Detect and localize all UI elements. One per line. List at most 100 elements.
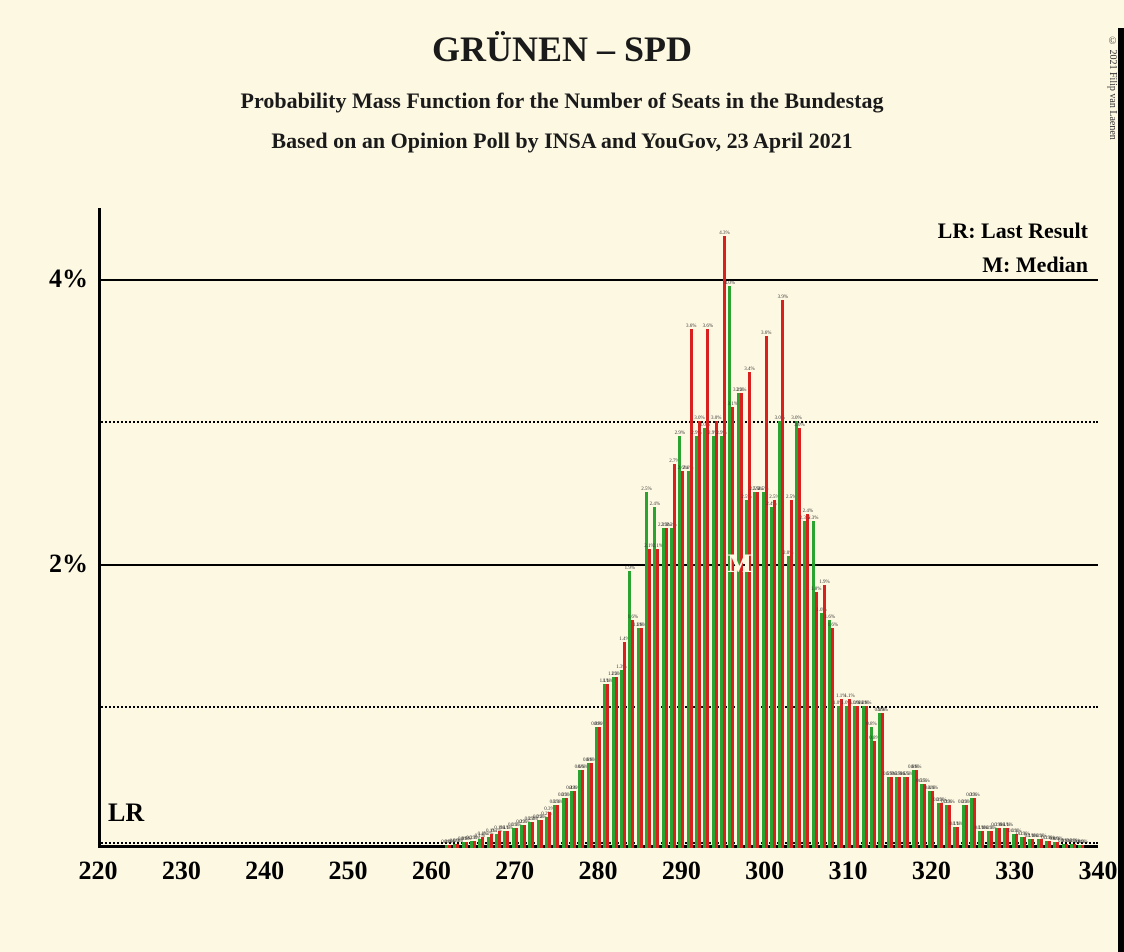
x-tick-label: 310	[829, 856, 868, 886]
lr-marker: LR	[108, 798, 144, 828]
bar-red: 3.2%	[740, 393, 743, 848]
bar-red: 0.6%	[581, 770, 584, 848]
bar-red: 1.1%	[848, 699, 851, 848]
bar-red: 0.0%	[1065, 844, 1068, 848]
bar-red: 0.0%	[456, 844, 459, 848]
bar-value-label: 0.3%	[944, 800, 954, 805]
bar-red: 0.0%	[1081, 845, 1084, 848]
bar-red: 3.0%	[698, 421, 701, 848]
bar-red: 0.1%	[998, 828, 1001, 848]
x-tick-label: 220	[79, 856, 118, 886]
bar-red: 0.5%	[906, 777, 909, 848]
chart-subtitle-2: Based on an Opinion Poll by INSA and You…	[0, 128, 1124, 154]
bar-value-label: 2.5%	[641, 487, 651, 492]
y-tick-label: 4%	[49, 264, 88, 294]
bar-value-label: 1.6%	[825, 615, 835, 620]
x-tick-label: 260	[412, 856, 451, 886]
x-tick-label: 290	[662, 856, 701, 886]
x-tick-label: 300	[745, 856, 784, 886]
bar-red: 0.3%	[948, 805, 951, 848]
bar-value-label: 2.3%	[808, 516, 818, 521]
bar-red: 3.0%	[715, 421, 718, 848]
legend-lr: LR: Last Result	[938, 218, 1088, 244]
bar-red: 3.0%	[798, 428, 801, 848]
bar-red: 0.3%	[565, 798, 568, 848]
bar-red: 0.5%	[890, 777, 893, 848]
bar-red: 1.2%	[615, 677, 618, 848]
bar-red: 3.6%	[690, 329, 693, 848]
bar-value-label: 3.9%	[778, 295, 788, 300]
bar-red: 2.3%	[665, 528, 668, 848]
bar-value-label: 0.0%	[1078, 840, 1088, 845]
gridline-solid	[98, 564, 1098, 566]
x-tick-label: 250	[329, 856, 368, 886]
bar-red: 0.1%	[981, 831, 984, 848]
bar-value-label: 3.0%	[791, 416, 801, 421]
gridline-dotted	[98, 421, 1098, 423]
chart-title: GRÜNEN – SPD	[0, 28, 1124, 70]
bar-value-label: 3.0%	[711, 416, 721, 421]
bar-value-label: 1.0%	[861, 701, 871, 706]
bar-value-label: 1.9%	[625, 566, 635, 571]
bar-red: 0.8%	[598, 727, 601, 848]
bar-red: 0.1%	[956, 827, 959, 848]
bar-red: 2.5%	[756, 492, 759, 848]
x-tick-label: 280	[579, 856, 618, 886]
median-marker: M	[727, 549, 752, 579]
bar-red: 2.7%	[673, 464, 676, 848]
x-tick-label: 240	[245, 856, 284, 886]
bar-red: 0.2%	[523, 825, 526, 848]
y-axis	[98, 208, 101, 848]
bar-red: 0.3%	[548, 812, 551, 848]
bar-value-label: 4.0%	[725, 281, 735, 286]
bar-red: 0.1%	[515, 828, 518, 848]
x-tick-label: 340	[1079, 856, 1118, 886]
bar-red: 0.1%	[481, 837, 484, 848]
x-tick-label: 320	[912, 856, 951, 886]
bar-red: 3.6%	[706, 329, 709, 848]
bar-red: 0.5%	[923, 784, 926, 848]
bar-red: 0.8%	[873, 741, 876, 848]
gridline-solid	[98, 279, 1098, 281]
bar-red: 1.8%	[815, 592, 818, 848]
bar-red: 0.2%	[540, 820, 543, 848]
bar-value-label: 1.1%	[844, 694, 854, 699]
chart-container: © 2021 Filip van Laenen GRÜNEN – SPD Pro…	[0, 28, 1124, 952]
bar-red: 1.4%	[623, 642, 626, 848]
bar-value-label: 3.0%	[794, 423, 804, 428]
chart-subtitle-1: Probability Mass Function for the Number…	[0, 88, 1124, 114]
bar-value-label: 2.4%	[803, 509, 813, 514]
bar-red: 2.5%	[790, 500, 793, 848]
plot-area: 2%4%220230240250260270280290300310320330…	[98, 208, 1098, 848]
x-tick-label: 330	[995, 856, 1034, 886]
bar-value-label: 1.6%	[628, 615, 638, 620]
bar-red: 1.1%	[606, 684, 609, 848]
bar-value-label: 0.9%	[878, 708, 888, 713]
bar-red: 2.1%	[648, 549, 651, 848]
legend-m: M: Median	[982, 252, 1088, 278]
gridline-dotted	[98, 706, 1098, 708]
bar-red: 0.4%	[573, 791, 576, 848]
bar-value-label: 0.1%	[1003, 823, 1013, 828]
bar-value-label: 0.4%	[928, 786, 938, 791]
bar-value-label: 4.3%	[719, 231, 729, 236]
bar-red: 0.6%	[590, 763, 593, 848]
bar-red: 0.1%	[490, 834, 493, 848]
bar-red: 1.6%	[640, 628, 643, 848]
bar-red: 2.1%	[656, 549, 659, 848]
bar-value-label: 1.8%	[811, 587, 821, 592]
bar-red: 1.1%	[840, 699, 843, 848]
bar-red: 3.1%	[731, 407, 734, 848]
copyright-text: © 2021 Filip van Laenen	[1107, 36, 1118, 140]
right-border	[1118, 28, 1124, 952]
bar-red: 2.6%	[681, 471, 684, 848]
bar-red: 0.2%	[531, 822, 534, 848]
bar-value-label: 0.3%	[969, 793, 979, 798]
bar-red: 0.3%	[940, 803, 943, 849]
bar-red: 0.5%	[898, 777, 901, 848]
x-tick-label: 270	[495, 856, 534, 886]
bar-red: 0.3%	[965, 805, 968, 848]
bar-red: 0.1%	[498, 831, 501, 848]
bar-red: 3.4%	[748, 372, 751, 848]
bar-value-label: 0.8%	[866, 722, 876, 727]
